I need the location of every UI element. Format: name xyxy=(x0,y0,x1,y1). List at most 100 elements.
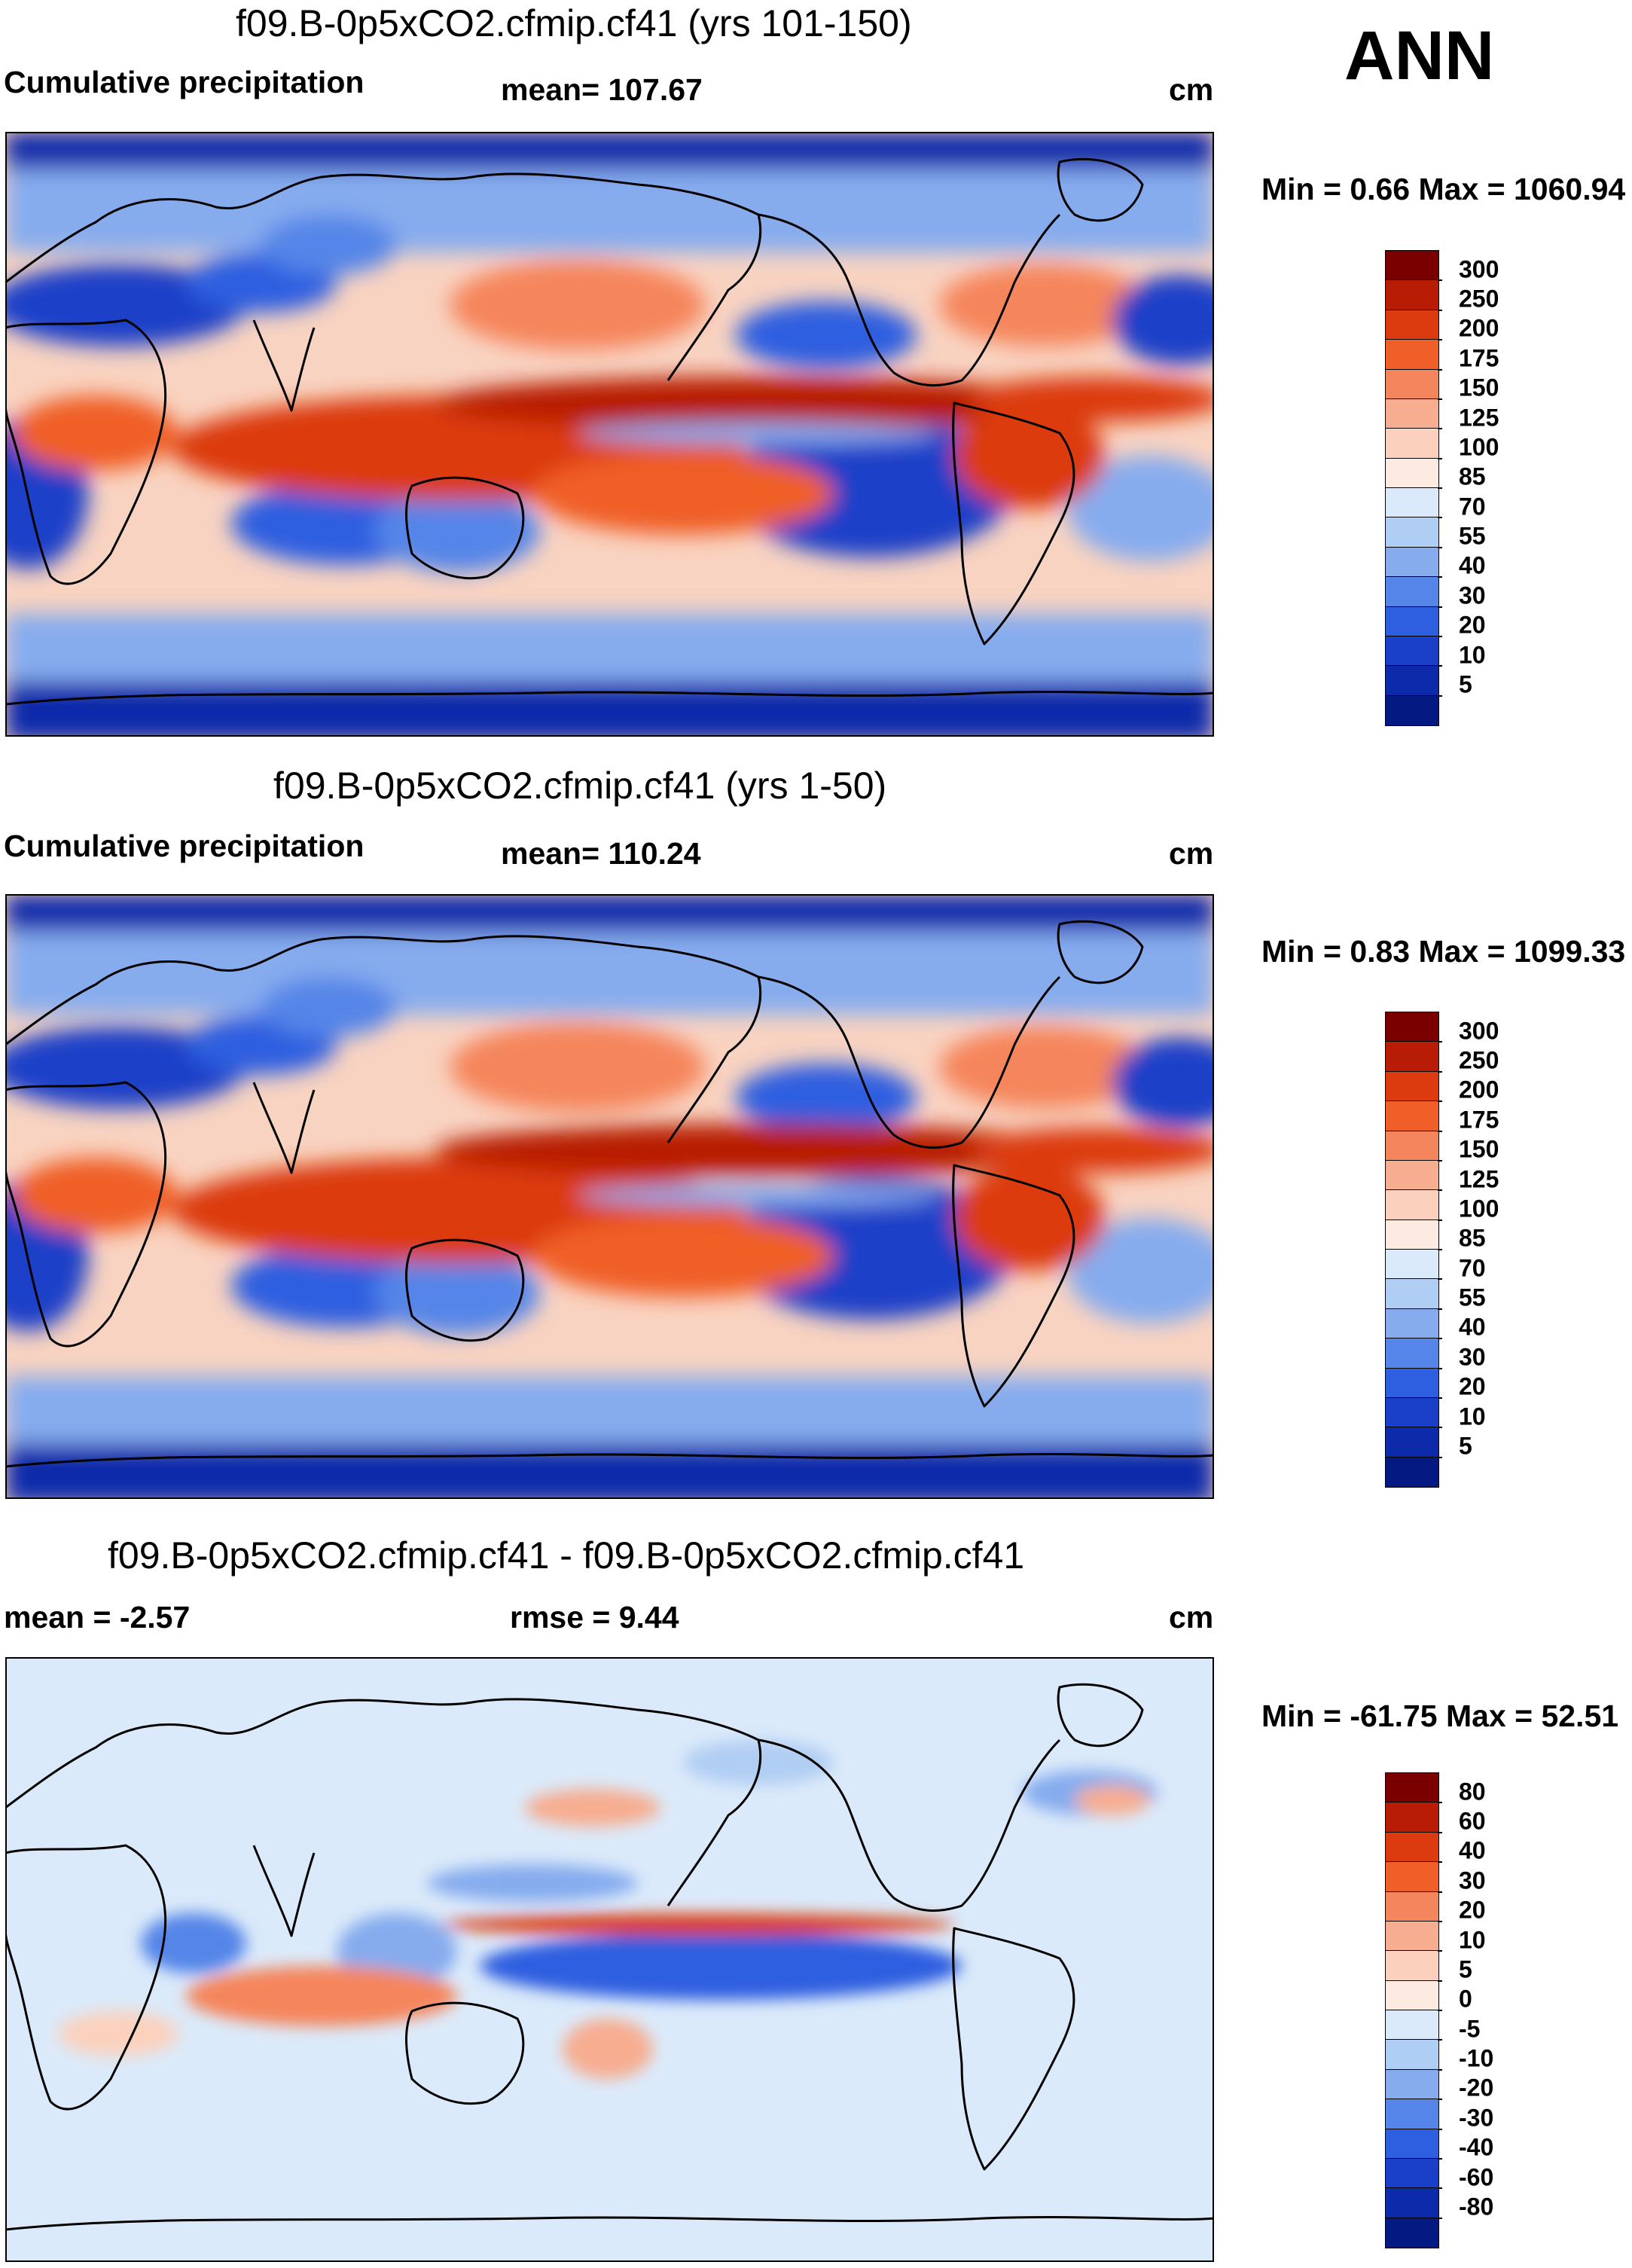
colorbar-segment xyxy=(1386,2188,1438,2218)
colorbar-label: 80 xyxy=(1459,1778,1486,1806)
antarctica-outline xyxy=(5,1453,1214,1468)
panel-2-map xyxy=(5,894,1214,1499)
colorbar-label: 125 xyxy=(1459,1165,1499,1193)
colorbar-segment xyxy=(1386,2099,1438,2129)
itcz-atlantic xyxy=(969,1128,1214,1173)
colorbar-segment xyxy=(1386,1279,1438,1309)
colorbar-label: 40 xyxy=(1459,1313,1486,1341)
panel-2-left-label: Cumulative precipitation xyxy=(4,829,365,863)
panel-3-colorbar: 80 60 40 30 20 10 5 0 -5 -10 -20 -30 -40 -60 -80 xyxy=(1385,1772,1493,2248)
colorbar-tick xyxy=(1438,368,1442,371)
colorbar-label: 300 xyxy=(1459,1017,1499,1045)
colorbar-segment xyxy=(1386,1250,1438,1280)
coastline-outlines xyxy=(5,157,1214,706)
colorbar-segment xyxy=(1386,1891,1438,1922)
colorbar-segment xyxy=(1386,1071,1438,1102)
panel-2-center-label: mean= 110.24 xyxy=(501,836,701,871)
colorbar-tick xyxy=(1438,1456,1442,1458)
colorbar-segment xyxy=(1386,2129,1438,2159)
colorbar-tick xyxy=(1438,2217,1442,2219)
australia-dry xyxy=(374,490,540,572)
colorbar-segment xyxy=(1386,398,1438,429)
subarctic-band xyxy=(5,169,1214,252)
spcz xyxy=(532,452,834,535)
itcz-pacific xyxy=(435,1124,1082,1177)
india-outline xyxy=(252,1845,316,1937)
colorbar-tick xyxy=(1438,1041,1442,1043)
antarctica-outline xyxy=(5,691,1214,706)
colorbar-tick xyxy=(1438,1891,1442,1893)
panel-3-title: f09.B-0p5xCO2.cfmip.cf41 - f09.B-0p5xCO2… xyxy=(108,1534,1025,1577)
colorbar-segment xyxy=(1386,280,1438,310)
colorbar-tick xyxy=(1438,2010,1442,2011)
north-pacific-storm xyxy=(450,260,706,350)
colorbar-segment xyxy=(1386,488,1438,518)
colorbar-label: 20 xyxy=(1459,1372,1486,1400)
panel-1-map xyxy=(5,132,1214,737)
colorbar-segment xyxy=(1386,1427,1438,1458)
colorbar-box xyxy=(1385,1012,1439,1488)
colorbar-box xyxy=(1385,250,1439,726)
colorbar-tick xyxy=(1438,1219,1442,1221)
amazon-wet xyxy=(954,1165,1105,1271)
colorbar-segment xyxy=(1386,1862,1438,1892)
panel-3-map xyxy=(5,1657,1214,2262)
colorbar-tick xyxy=(1438,1249,1442,1250)
colorbar-tick xyxy=(1438,339,1442,341)
central-africa-wet xyxy=(13,1158,178,1233)
colorbar-segment xyxy=(1386,1042,1438,1072)
colorbar-label: 55 xyxy=(1459,522,1486,550)
colorbar-segment xyxy=(1386,2158,1438,2189)
colorbar-label: 100 xyxy=(1459,433,1499,461)
panel-2-minmax: Min = 0.83 Max = 1099.33 xyxy=(1261,934,1626,969)
colorbar-label: 85 xyxy=(1459,462,1486,490)
central-asia-dry xyxy=(261,977,397,1037)
colorbar-tick xyxy=(1438,1397,1442,1399)
colorbar-box xyxy=(1385,1772,1439,2248)
colorbar-label: 150 xyxy=(1459,1135,1499,1163)
colorbar-tick xyxy=(1438,576,1442,578)
panel-1-minmax: Min = 0.66 Max = 1060.94 xyxy=(1261,172,1626,206)
antarctic-band xyxy=(5,1436,1214,1499)
colorbar-segment xyxy=(1386,1921,1438,1952)
colorbar-segment xyxy=(1386,1339,1438,1369)
se-pacific-dry xyxy=(728,1177,1014,1320)
colorbar-label: 10 xyxy=(1459,1926,1486,1954)
colorbar-label: 30 xyxy=(1459,1867,1486,1894)
panel-2-colorbar: 300 250 200 175 150 125 100 85 70 55 40 30 20 10 5 xyxy=(1385,1012,1499,1488)
panel-2-title: f09.B-0p5xCO2.cfmip.cf41 (yrs 1-50) xyxy=(273,765,887,807)
colorbar-tick xyxy=(1438,1189,1442,1192)
colorbar-segment xyxy=(1386,2218,1438,2248)
colorbar-segment xyxy=(1386,1131,1438,1161)
north-america-outline xyxy=(758,975,1061,1149)
colorbar-tick xyxy=(1438,2099,1442,2101)
colorbar-segment xyxy=(1386,1101,1438,1131)
antarctic-band xyxy=(5,674,1214,737)
colorbar-tick xyxy=(1438,1920,1442,1922)
colorbar-tick xyxy=(1438,517,1442,519)
australia-outline xyxy=(405,1238,525,1342)
panel-3-mean-label: mean = -2.57 xyxy=(4,1600,191,1635)
southern-ocean-band xyxy=(5,614,1214,682)
panel-1-units: cm xyxy=(1169,72,1214,107)
south-america-outline xyxy=(952,1164,1075,1408)
colorbar-segment xyxy=(1386,1397,1438,1428)
north-pacific-storm xyxy=(450,1022,706,1113)
india-outline xyxy=(252,1082,316,1174)
colorbar-segment xyxy=(1386,517,1438,548)
panel-1-center-label: mean= 107.67 xyxy=(501,72,703,107)
colorbar-segment xyxy=(1386,695,1438,725)
colorbar-tick xyxy=(1438,665,1442,667)
colorbar-segment xyxy=(1386,1012,1438,1042)
colorbar-tick xyxy=(1438,635,1442,637)
colorbar-label: 55 xyxy=(1459,1284,1486,1311)
diff-red-south-indian xyxy=(58,2011,178,2056)
colorbar-label: 250 xyxy=(1459,285,1499,313)
south-america-outline xyxy=(952,401,1075,646)
colorbar-tick xyxy=(1438,1100,1442,1103)
panel-3-minmax: Min = -61.75 Max = 52.51 xyxy=(1261,1699,1619,1733)
colorbar-tick xyxy=(1438,606,1442,608)
colorbar-tick xyxy=(1438,1278,1442,1281)
diff-blue-africa xyxy=(141,1913,246,1973)
north-america-outline xyxy=(758,1738,1061,1912)
